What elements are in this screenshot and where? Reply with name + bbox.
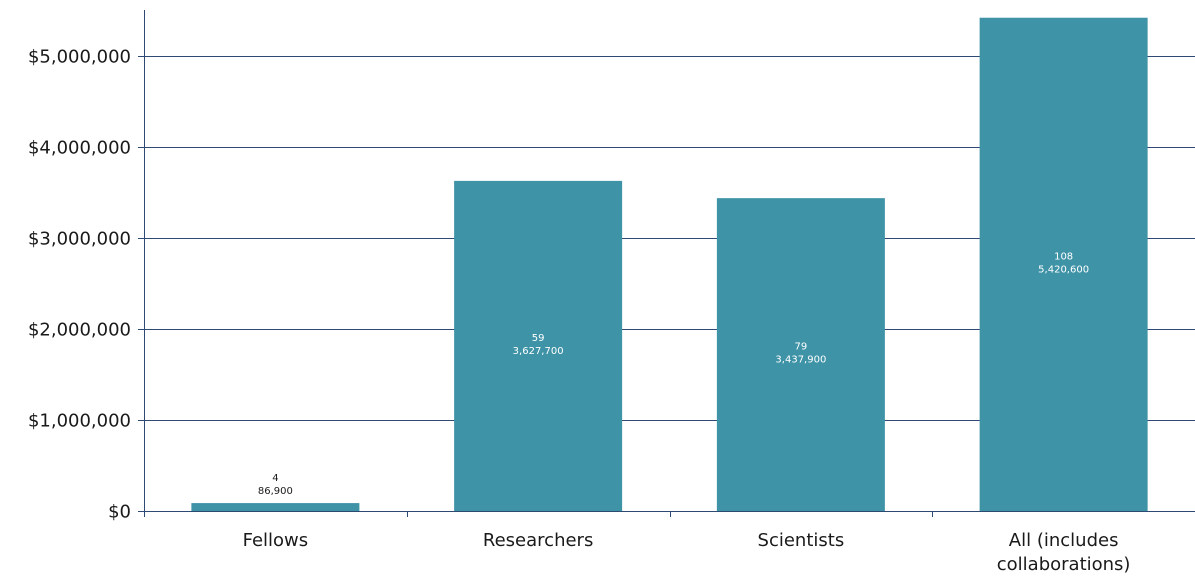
category-labels: Fellows Researchers Scientists All (include… — [243, 530, 1131, 575]
y-tick-label: $0 — [108, 502, 131, 523]
x-tick-label: Researchers — [483, 530, 593, 551]
y-tick-label: $4,000,000 — [28, 138, 131, 159]
data-label-count: 4 — [272, 473, 278, 484]
y-tick-label: $5,000,000 — [28, 47, 131, 68]
x-tick-label: Scientists — [758, 530, 845, 551]
x-tick-label: collaborations) — [997, 554, 1131, 575]
data-label-value: 5,420,600 — [1038, 264, 1089, 275]
bar-all-includes-collaborations — [979, 17, 1148, 511]
x-tick-label: Fellows — [243, 530, 309, 551]
data-label-value: 3,437,900 — [775, 355, 826, 366]
y-tick-label: $3,000,000 — [28, 229, 131, 250]
data-label-count: 108 — [1054, 251, 1073, 262]
data-label-value: 86,900 — [258, 486, 293, 497]
data-label-value: 3,627,700 — [513, 346, 564, 357]
y-tick-label: $2,000,000 — [28, 320, 131, 341]
axes — [138, 10, 1195, 517]
bars — [191, 17, 1148, 511]
data-label-count: 59 — [532, 333, 545, 344]
x-tick-label: All (includes — [1009, 530, 1119, 551]
y-tick-label: $1,000,000 — [28, 411, 131, 432]
y-tick-labels: $0 $1,000,000 $2,000,000 $3,000,000 $4,000,0… — [28, 47, 131, 523]
bar-researchers — [454, 180, 623, 511]
data-label-count: 79 — [795, 342, 808, 353]
bar-fellows — [191, 503, 360, 511]
bar-scientists — [716, 198, 885, 511]
data-labels: 4 86,900 59 3,627,700 79 3,437,900 108 5,420,60… — [258, 251, 1089, 497]
